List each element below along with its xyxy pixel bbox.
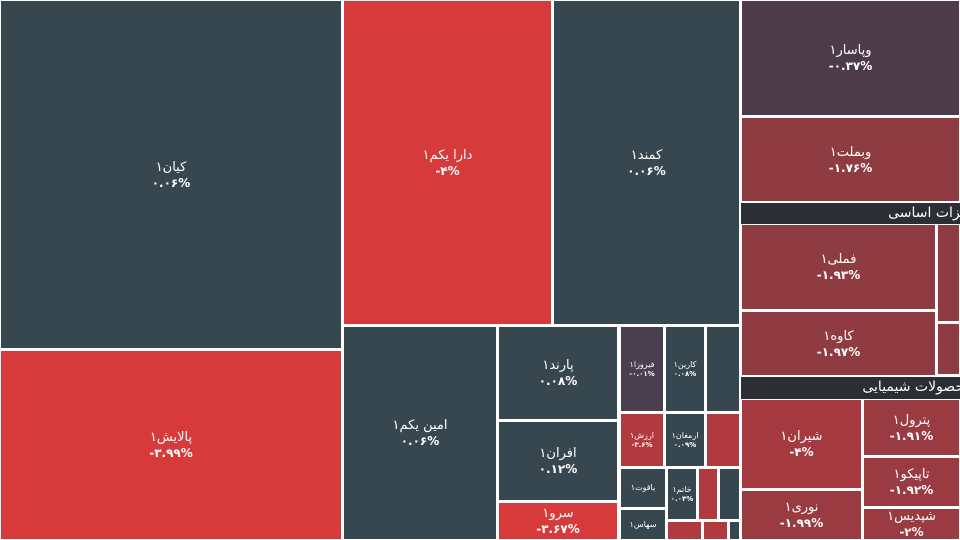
tile-block <box>698 468 718 520</box>
stock-tile[interactable]: پارند۱ ۰.۰۸% <box>498 326 618 420</box>
stock-change: -۱.۹۹% <box>779 516 824 530</box>
stock-name: کمند۱ <box>630 147 663 163</box>
sector-header: محصولات شیمیایی <box>741 377 960 399</box>
sector-header: فلزات اساسی <box>741 203 960 224</box>
stock-name: امین یکم۱ <box>392 418 448 433</box>
stock-tile[interactable]: فملی۱ -۱.۹۳% <box>741 224 936 310</box>
stock-change: -۲% <box>899 525 924 539</box>
stock-change: ۰.۰۹% <box>673 440 697 449</box>
stock-tile[interactable]: شپدیس۱ -۲% <box>863 508 960 540</box>
stock-tile[interactable]: کمند۱ ۰.۰۶% <box>553 0 740 325</box>
stock-name: شیران۱ <box>780 429 823 444</box>
stock-change: ۰.۰۸% <box>673 369 697 378</box>
stock-tile[interactable]: ارمغان۱ ۰.۰۹% <box>665 413 705 467</box>
stock-change: -۳.۶% <box>631 440 653 449</box>
stock-change: ۰.۰۶% <box>151 175 191 190</box>
tile-block <box>703 521 728 540</box>
tile-block <box>937 224 960 322</box>
stock-change: -۳.۹۹% <box>149 446 193 460</box>
stock-name: نوری۱ <box>784 500 819 515</box>
stock-tile[interactable]: فیروزا۱ -۰.۰۱% <box>620 326 664 412</box>
stock-name: پارند۱ <box>542 358 574 373</box>
stock-name: فیروزا۱ <box>629 359 655 369</box>
stock-name: تاپیکو۱ <box>893 467 930 482</box>
tile-block <box>667 521 702 540</box>
stock-tile[interactable]: ارزش۱ -۳.۶% <box>620 413 664 467</box>
stock-tile[interactable]: سرو۱ -۳.۶۷% <box>498 502 618 540</box>
stock-name: کاوه۱ <box>823 328 854 344</box>
stock-tile[interactable]: تاپیکو۱ -۱.۹۲% <box>863 457 960 507</box>
stock-tile[interactable]: وبملت۱ -۱.۷۶% <box>741 117 960 202</box>
stock-name: پترول۱ <box>892 412 931 428</box>
stock-name: پالایش۱ <box>149 430 193 445</box>
stock-change: ۰.۰۸% <box>538 374 578 388</box>
stock-change: -۰.۰۱% <box>629 369 655 378</box>
tile-block <box>937 323 960 375</box>
stock-change: ۰.۱۲% <box>538 462 578 476</box>
stock-change: -۱.۷۶% <box>828 160 873 175</box>
stock-tile[interactable]: سهاس۱ <box>620 509 666 540</box>
stock-tile[interactable]: پترول۱ -۱.۹۱% <box>863 399 960 456</box>
stock-name: سهاس۱ <box>629 519 657 529</box>
stock-tile[interactable]: کاوه۱ -۱.۹۷% <box>741 311 936 376</box>
stock-name: وپاسار۱ <box>829 43 872 58</box>
stock-name: ارزش۱ <box>629 430 654 440</box>
tile-block <box>706 326 740 412</box>
stock-name: شپدیس۱ <box>887 509 936 524</box>
stock-change: -۰.۳۷% <box>828 59 873 73</box>
tile-block <box>706 413 740 467</box>
stock-name: خاتم۱ <box>672 484 692 494</box>
stock-tile[interactable]: کیان۱ ۰.۰۶% <box>0 0 342 349</box>
stock-change: ۰.۰۶% <box>400 434 440 448</box>
tile-block <box>729 521 740 540</box>
stock-tile[interactable]: افران۱ ۰.۱۲% <box>498 421 618 501</box>
tile-block <box>719 468 740 520</box>
stock-name: فملی۱ <box>820 252 857 267</box>
stock-tile[interactable]: نوری۱ -۱.۹۹% <box>741 490 862 540</box>
sector-name: محصولات شیمیایی <box>862 379 960 395</box>
stock-name: کیان۱ <box>155 159 187 175</box>
stock-name: وبملت۱ <box>829 144 872 160</box>
stock-name: افران۱ <box>539 446 577 461</box>
stock-tile[interactable]: دارا یکم۱ -۴% <box>343 0 552 325</box>
stock-change: -۴% <box>435 163 460 178</box>
stock-change: -۱.۹۷% <box>816 344 861 359</box>
stock-name: دارا یکم۱ <box>422 147 473 163</box>
sector-name: فلزات اساسی <box>888 205 960 221</box>
stock-change: -۱.۹۲% <box>889 483 934 497</box>
stock-name: کارین۱ <box>673 359 697 369</box>
stock-tile[interactable]: امین یکم۱ ۰.۰۶% <box>343 326 497 540</box>
stock-tile[interactable]: یاقوت۱ <box>620 468 666 508</box>
stock-change: ۰.۰۶% <box>627 163 666 178</box>
stock-name: سرو۱ <box>542 506 574 521</box>
stock-name: ارمغان۱ <box>671 430 699 440</box>
stock-name: یاقوت۱ <box>630 483 656 492</box>
stock-change: -۱.۹۳% <box>816 268 861 282</box>
stock-tile[interactable]: پالایش۱ -۳.۹۹% <box>0 350 342 540</box>
stock-change: -۳.۶۷% <box>536 522 580 536</box>
stock-change: ۰.۰۴% <box>670 494 694 503</box>
stock-tile[interactable]: شیران۱ -۴% <box>741 399 862 489</box>
stock-change: -۱.۹۱% <box>889 428 934 443</box>
stock-tile[interactable]: وپاسار۱ -۰.۳۷% <box>741 0 960 116</box>
stock-change: -۴% <box>789 445 814 459</box>
stock-tile[interactable]: خاتم۱ ۰.۰۴% <box>667 468 697 520</box>
stock-tile[interactable]: کارین۱ ۰.۰۸% <box>665 326 705 412</box>
